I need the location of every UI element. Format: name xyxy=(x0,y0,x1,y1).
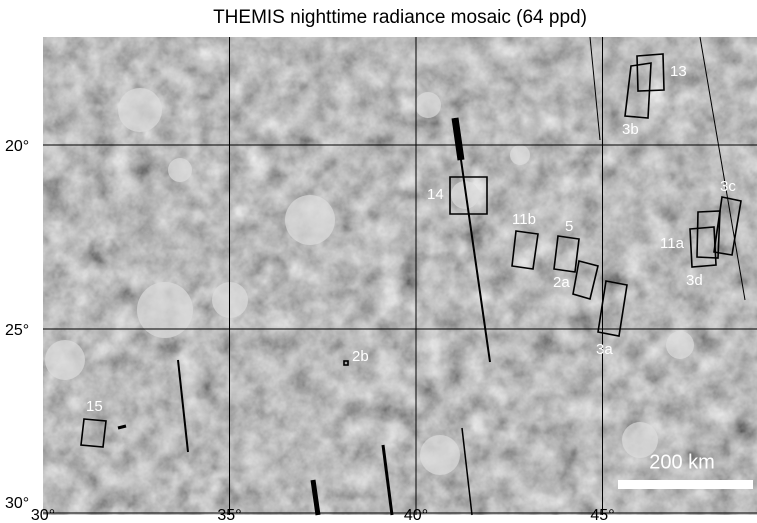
lat-tick-label: 20° xyxy=(5,138,29,155)
region-label: 3b xyxy=(622,121,639,138)
region-box xyxy=(689,226,717,268)
region-box xyxy=(572,260,599,301)
region-label: 3a xyxy=(596,341,613,358)
region-box xyxy=(80,418,107,448)
region-box xyxy=(553,235,580,273)
scale-bar xyxy=(618,480,753,489)
region-box xyxy=(343,360,349,366)
mosaic-image xyxy=(43,36,757,516)
region-label: 3d xyxy=(686,272,703,289)
region-label: 2b xyxy=(352,348,369,365)
lat-tick-label: 30° xyxy=(5,495,29,512)
graticule xyxy=(43,37,757,515)
scale-bar-label: 200 km xyxy=(649,451,715,473)
region-label: 15 xyxy=(86,398,103,415)
region-box xyxy=(636,53,665,92)
lat-tick-label: 25° xyxy=(5,322,29,339)
region-box xyxy=(449,176,488,215)
region-label: 11a xyxy=(660,235,685,252)
region-box xyxy=(713,196,742,256)
region-label: 13 xyxy=(670,63,687,80)
lon-tick-label: 45° xyxy=(590,507,614,523)
lon-tick-label: 40° xyxy=(404,507,428,523)
lon-tick-label: 35° xyxy=(217,507,241,523)
title: THEMIS nighttime radiance mosaic (64 ppd… xyxy=(213,7,587,28)
region-box xyxy=(597,280,628,337)
region-label: 5 xyxy=(565,218,573,235)
region-label: 3c xyxy=(720,178,736,195)
region-label: 2a xyxy=(553,274,570,291)
region-box xyxy=(624,62,652,119)
region-box xyxy=(511,230,539,270)
region-label: 11b xyxy=(512,211,536,228)
region-box xyxy=(696,210,721,259)
lon-tick-label: 30° xyxy=(31,507,55,523)
study-regions: 13 3b 14 11b 5 2a 3a 11a 3d 3c 2b 15 xyxy=(80,53,742,448)
region-label: 14 xyxy=(427,186,444,203)
